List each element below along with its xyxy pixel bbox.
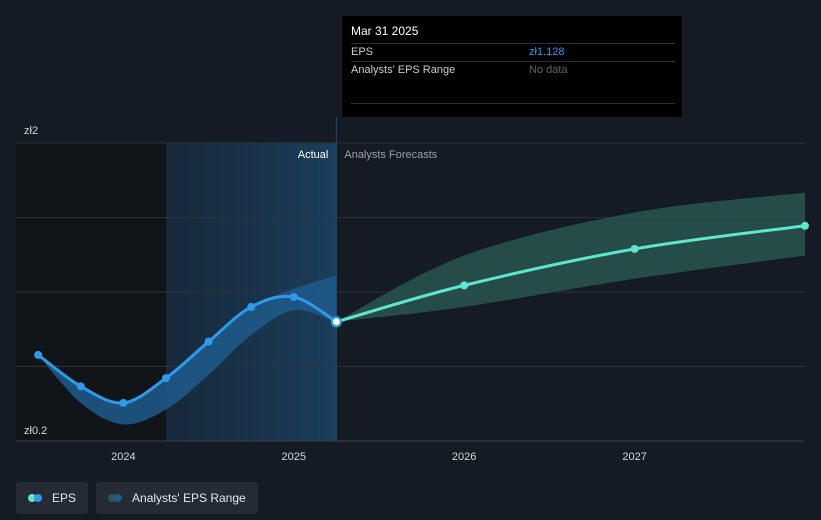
eps-point [34,350,43,359]
x-tick-label: 2025 [282,451,306,463]
legend: EPS Analysts' EPS Range [16,482,258,514]
tooltip-eps-value: zł1.128 [529,46,565,58]
legend-eps-button[interactable]: EPS [16,482,89,514]
tooltip-range-label: Analysts' EPS Range [351,64,456,76]
tooltip: Mar 31 2025 EPS zł1.128 Analysts' EPS Ra… [342,16,682,117]
eps-line-forecast [335,224,806,324]
y-tick-label-bottom: zł0.2 [24,425,47,437]
range-legend-icon [108,493,126,503]
forecast-region-label: Analysts Forecasts [344,149,437,161]
x-tick-label: 2027 [622,451,646,463]
eps-legend-icon [28,493,46,503]
tooltip-range-value: No data [529,64,568,76]
tooltip-row-eps: EPS zł1.128 [351,43,675,61]
eps-point [630,244,639,253]
legend-range-button[interactable]: Analysts' EPS Range [96,482,258,514]
x-tick-label: 2026 [452,451,476,463]
eps-point [119,398,128,407]
x-tick-label: 2024 [111,451,135,463]
actual-region-label: Actual [298,149,329,161]
eps-point [801,221,809,230]
eps-point [289,292,298,301]
y-tick-label-top: zł2 [24,125,38,137]
eps-point [76,382,85,391]
eps-point [161,374,170,383]
eps-point [247,302,256,311]
tooltip-divider [351,103,675,104]
eps-range-band-actual [38,275,337,425]
eps-point [204,337,213,346]
tooltip-date: Mar 31 2025 [351,24,419,38]
legend-range-label: Analysts' EPS Range [132,491,246,505]
eps-point [460,281,469,290]
tooltip-row-range: Analysts' EPS Range No data [351,61,675,79]
tooltip-eps-label: EPS [351,46,374,58]
eps-current-point [330,316,342,328]
legend-eps-label: EPS [52,491,77,505]
